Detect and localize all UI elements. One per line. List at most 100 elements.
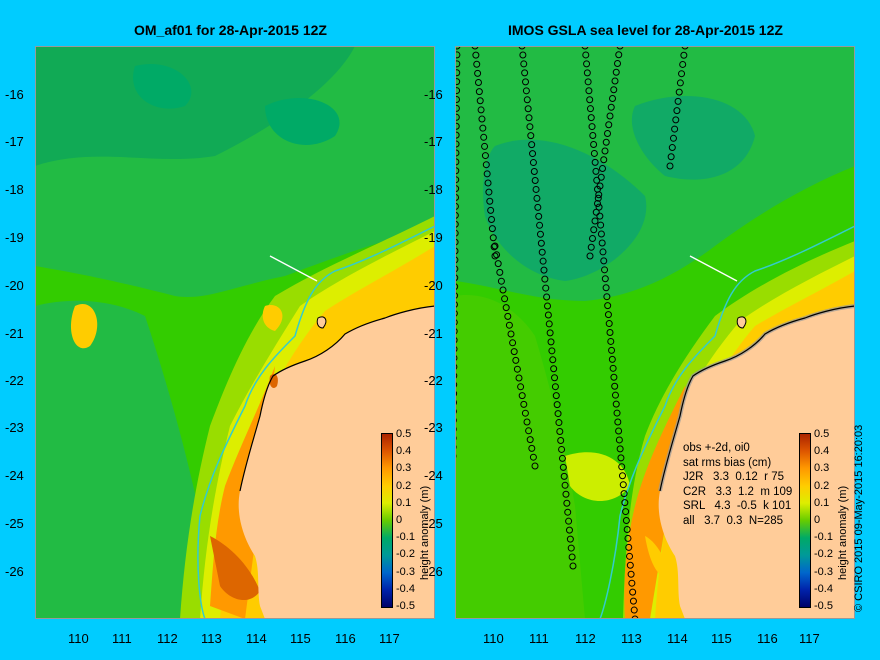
observation-circle [455, 113, 460, 121]
observation-circle [615, 51, 623, 59]
observation-circle [509, 339, 517, 347]
observation-circle [609, 364, 617, 372]
observation-circle [601, 275, 609, 283]
colorbar-label: -0.4 [814, 583, 833, 595]
observation-circle [491, 252, 499, 260]
observation-circle [537, 239, 545, 247]
observation-circle [582, 51, 590, 59]
colorbar-label: -0.3 [396, 566, 415, 578]
y-tick: -21 [5, 326, 24, 341]
observation-circle [586, 105, 594, 113]
observation-circle [477, 106, 485, 114]
observation-circle [600, 257, 608, 265]
observation-circle [556, 428, 564, 436]
observation-circle [455, 122, 460, 130]
observation-circle [455, 426, 457, 433]
observation-circle [544, 311, 552, 319]
observation-circle [672, 116, 680, 124]
observation-circle [676, 79, 684, 87]
observation-circle [521, 69, 529, 77]
y-tick: -22 [424, 373, 443, 388]
colorbar-label: -0.2 [814, 548, 833, 560]
observation-circle [455, 78, 461, 86]
observation-circle [607, 337, 615, 345]
observation-circle [547, 338, 555, 346]
observation-circle [591, 158, 599, 166]
observation-circle [539, 257, 547, 265]
observation-circle [602, 284, 610, 292]
observation-circle [455, 46, 461, 50]
observation-circle [630, 606, 638, 614]
colorbar-label: 0.5 [814, 428, 830, 440]
observation-circle [669, 134, 677, 142]
observation-circle [671, 125, 679, 133]
observation-circle [617, 454, 625, 462]
observation-circle [480, 133, 488, 141]
observation-circle [589, 132, 597, 140]
observation-circle [594, 194, 602, 202]
observation-circle [455, 390, 458, 397]
observation-circle [616, 445, 624, 453]
y-tick: -26 [424, 564, 443, 579]
y-tick: -25 [424, 516, 443, 531]
y-tick: -19 [424, 230, 443, 245]
right-panel-title: IMOS GSLA sea level for 28-Apr-2015 12Z [508, 22, 783, 38]
observation-circle [523, 96, 531, 104]
observation-circle [616, 46, 624, 50]
observation-circle [627, 570, 635, 578]
observation-circle [599, 165, 606, 172]
observation-circle [494, 260, 502, 268]
colorbar-label: -0.5 [814, 600, 833, 612]
observation-circle [586, 252, 594, 260]
observation-circle [455, 399, 458, 406]
observation-circle [504, 312, 512, 320]
x-tick: 117 [799, 631, 820, 646]
observation-circle [455, 292, 459, 300]
observation-circle [555, 419, 563, 427]
observation-circle [559, 463, 567, 471]
colorbar-label: -0.1 [814, 531, 833, 543]
right-map [455, 46, 855, 619]
stats-line: sat rms bias (cm) [683, 456, 772, 469]
observation-circle [544, 302, 551, 310]
observation-circle [568, 553, 576, 561]
observation-circle [622, 517, 630, 525]
observation-circle [455, 51, 461, 59]
observation-circle [455, 60, 461, 68]
observation-circle [605, 121, 613, 129]
observation-circle [519, 51, 527, 59]
x-tick: 111 [112, 631, 132, 646]
observation-circle [531, 462, 539, 470]
stats-row: SRL 4.3 -0.5 k 101 [683, 500, 792, 512]
observation-circle [455, 318, 458, 326]
observation-circle [489, 234, 497, 242]
observation-circle [455, 247, 459, 255]
observation-circle [540, 266, 548, 274]
observation-circle [625, 543, 633, 551]
observation-circle [455, 336, 458, 344]
observation-circle [584, 78, 592, 86]
observation-circle [631, 615, 639, 619]
y-tick: -20 [424, 278, 443, 293]
observation-circle [455, 131, 460, 139]
x-tick: 116 [757, 631, 778, 646]
observation-circle [484, 179, 492, 187]
observation-circle [615, 436, 623, 444]
x-tick: 116 [335, 631, 356, 646]
observation-circle [522, 78, 530, 86]
observation-circle [546, 329, 554, 337]
observation-circle [486, 197, 494, 205]
observation-circle [612, 68, 620, 76]
observation-circle [455, 140, 460, 148]
observation-circle [455, 417, 457, 424]
observation-circle [667, 153, 675, 161]
observation-circle [499, 286, 507, 294]
observation-circle [596, 212, 604, 220]
observation-circle [619, 472, 626, 480]
observation-circle [490, 243, 498, 251]
observation-circle [587, 243, 595, 251]
colorbar-label: 0 [814, 514, 821, 526]
colorbar-label: 0.1 [396, 497, 412, 509]
colorbar-label: 0.3 [396, 462, 412, 474]
y-tick: -24 [424, 468, 443, 483]
